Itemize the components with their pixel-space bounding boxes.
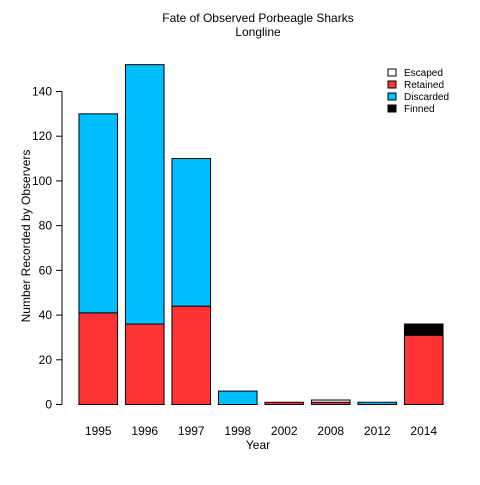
- bar-retained-2014: [403, 334, 444, 406]
- legend-swatch-escaped: [387, 68, 397, 77]
- bar-finned-2014: [403, 323, 444, 336]
- y-tick-label: 80: [39, 219, 53, 233]
- x-tick-label: 1996: [131, 424, 158, 438]
- legend-label-finned: Finned: [404, 104, 435, 115]
- x-tick-label: 1995: [85, 424, 112, 438]
- y-tick-label: 120: [32, 129, 52, 143]
- bar-discarded-1997: [171, 158, 212, 307]
- y-tick-label: 0: [45, 398, 52, 412]
- y-tick-label: 60: [39, 263, 53, 277]
- bar-discarded-1995: [78, 113, 119, 314]
- y-axis: 0 20 40 60 80 100 120 140: [32, 85, 63, 412]
- bar-group: [78, 64, 444, 406]
- y-axis-label: Number Recorded by Observers: [19, 150, 33, 323]
- bar-retained-1997: [171, 305, 212, 405]
- x-axis-label: Year: [246, 438, 270, 452]
- bar-discarded-1998: [217, 390, 258, 406]
- x-tick-label: 2008: [317, 424, 344, 438]
- x-tick-label: 2002: [271, 424, 298, 438]
- bar-retained-2002: [264, 401, 305, 405]
- x-tick-labels: 1995 1996 1997 1998 2002 2008 2012 2014: [85, 424, 438, 438]
- y-tick-label: 40: [39, 308, 53, 322]
- legend-swatch-finned: [387, 104, 397, 113]
- y-tick-label: 100: [32, 174, 52, 188]
- x-tick-label: 1997: [178, 424, 205, 438]
- legend-label-escaped: Escaped: [404, 68, 443, 79]
- bar-discarded-2012: [357, 401, 398, 405]
- bar-retained-1995: [78, 312, 119, 406]
- x-tick-label: 2014: [410, 424, 437, 438]
- legend-label-discarded: Discarded: [404, 92, 449, 103]
- y-tick-label: 140: [32, 85, 52, 99]
- chart-title: Fate of Observed Porbeagle Sharks: [162, 11, 353, 25]
- y-tick-label: 20: [39, 353, 53, 367]
- x-tick-label: 2012: [364, 424, 391, 438]
- bar-discarded-1996: [124, 64, 165, 325]
- bar-retained-1996: [124, 323, 165, 405]
- chart-subtitle: Longline: [235, 25, 281, 39]
- legend-swatch-retained: [387, 80, 397, 89]
- bar-escaped-2008: [310, 399, 351, 403]
- legend-label-retained: Retained: [404, 80, 444, 91]
- x-tick-label: 1998: [224, 424, 251, 438]
- legend-swatch-discarded: [387, 92, 397, 101]
